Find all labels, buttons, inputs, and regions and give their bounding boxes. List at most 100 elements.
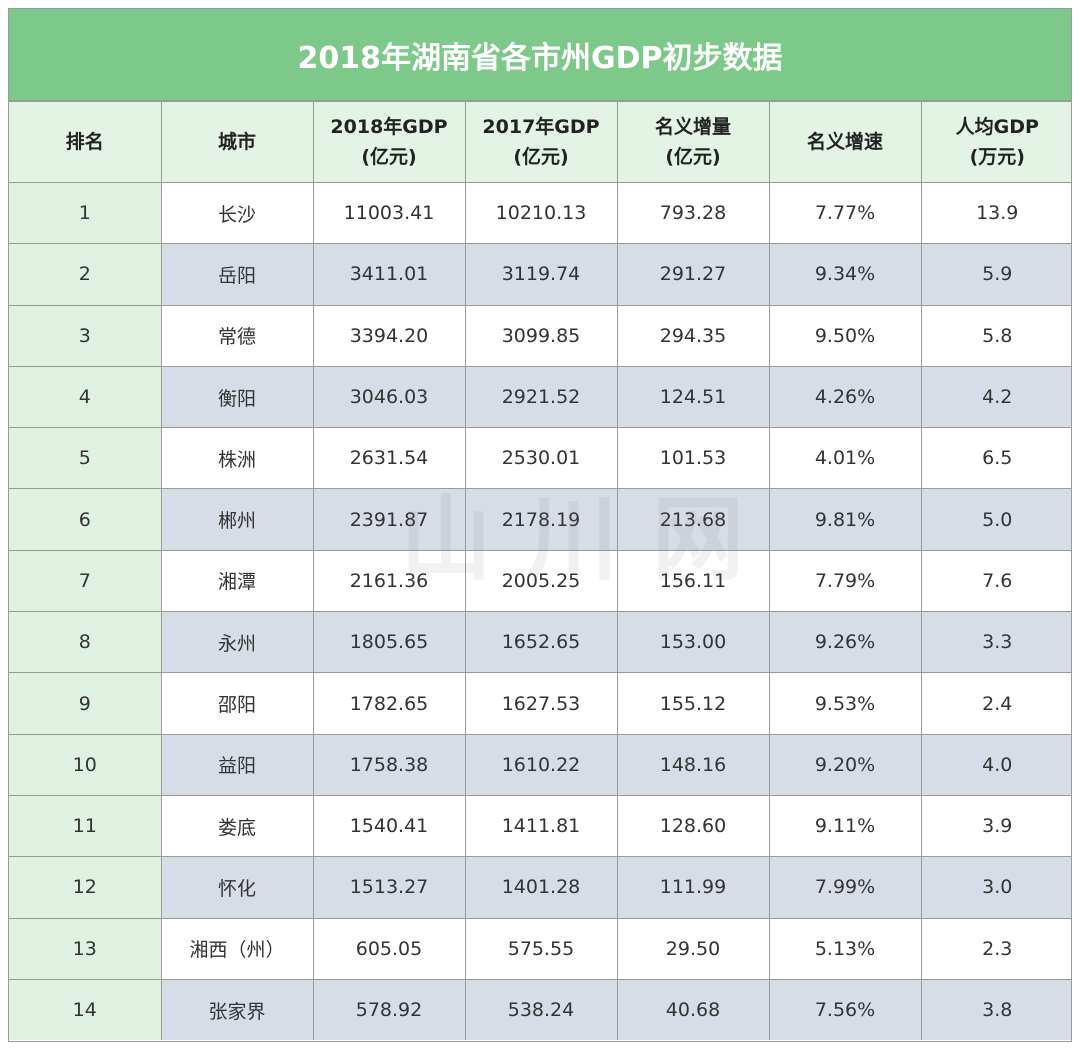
cell-gdp-per-capita: 3.3 bbox=[920, 611, 1071, 674]
cell-gdp-per-capita: 3.9 bbox=[920, 794, 1071, 858]
cell-gdp-per-capita: 5.0 bbox=[920, 488, 1071, 551]
table-row: 9 邵阳 1782.65 1627.53 155.12 9.53% 2.4 bbox=[9, 672, 1071, 735]
cell-city: 益阳 bbox=[160, 733, 314, 796]
cell-nominal-increase: 153.00 bbox=[616, 611, 770, 674]
cell-nominal-growth: 7.77% bbox=[768, 181, 922, 245]
cell-gdp-per-capita: 3.8 bbox=[920, 978, 1071, 1041]
cell-gdp-per-capita: 5.8 bbox=[920, 304, 1071, 367]
table-row: 3 常德 3394.20 3099.85 294.35 9.50% 5.8 bbox=[9, 304, 1071, 367]
cell-nominal-growth: 5.13% bbox=[768, 917, 922, 980]
cell-rank: 1 bbox=[9, 181, 162, 245]
cell-gdp-2017: 1652.65 bbox=[464, 611, 618, 674]
cell-nominal-growth: 9.34% bbox=[768, 243, 922, 306]
cell-nominal-increase: 124.51 bbox=[616, 365, 770, 429]
cell-city: 怀化 bbox=[160, 856, 314, 919]
header-gdp-2017: 2017年GDP (亿元) bbox=[464, 101, 618, 183]
cell-rank: 11 bbox=[9, 794, 162, 858]
header-gdp-2018: 2018年GDP (亿元) bbox=[312, 101, 466, 183]
cell-rank: 8 bbox=[9, 611, 162, 674]
table-row: 12 怀化 1513.27 1401.28 111.99 7.99% 3.0 bbox=[9, 856, 1071, 919]
cell-gdp-2018: 11003.41 bbox=[312, 181, 466, 245]
header-nominal-growth: 名义增速 bbox=[768, 101, 922, 183]
header-line1: 城市 bbox=[217, 131, 256, 153]
cell-nominal-growth: 9.20% bbox=[768, 733, 922, 796]
cell-rank: 10 bbox=[9, 733, 162, 796]
cell-nominal-increase: 29.50 bbox=[616, 917, 770, 980]
cell-nominal-increase: 128.60 bbox=[616, 794, 770, 858]
header-city: 城市 bbox=[160, 101, 314, 183]
cell-gdp-2017: 10210.13 bbox=[464, 181, 618, 245]
cell-gdp-2017: 2530.01 bbox=[464, 427, 618, 490]
cell-gdp-2018: 605.05 bbox=[312, 917, 466, 980]
table-row: 5 株洲 2631.54 2530.01 101.53 4.01% 6.5 bbox=[9, 427, 1071, 490]
cell-city: 湘西（州） bbox=[160, 917, 314, 980]
cell-city: 邵阳 bbox=[160, 672, 314, 735]
header-line2: (亿元) bbox=[665, 146, 721, 168]
header-line1: 2018年GDP bbox=[330, 116, 448, 138]
cell-rank: 14 bbox=[9, 978, 162, 1041]
cell-gdp-2017: 575.55 bbox=[464, 917, 618, 980]
header-line1: 2017年GDP bbox=[482, 116, 600, 138]
cell-gdp-2017: 1610.22 bbox=[464, 733, 618, 796]
cell-nominal-growth: 9.50% bbox=[768, 304, 922, 367]
table-row: 8 永州 1805.65 1652.65 153.00 9.26% 3.3 bbox=[9, 611, 1071, 674]
cell-nominal-increase: 294.35 bbox=[616, 304, 770, 367]
cell-nominal-growth: 7.56% bbox=[768, 978, 922, 1041]
cell-gdp-2017: 1411.81 bbox=[464, 794, 618, 858]
cell-city: 郴州 bbox=[160, 488, 314, 551]
cell-gdp-per-capita: 13.9 bbox=[920, 181, 1071, 245]
cell-gdp-per-capita: 4.0 bbox=[920, 733, 1071, 796]
cell-city: 常德 bbox=[160, 304, 314, 367]
cell-gdp-per-capita: 2.4 bbox=[920, 672, 1071, 735]
cell-city: 湘潭 bbox=[160, 549, 314, 613]
cell-nominal-increase: 155.12 bbox=[616, 672, 770, 735]
cell-gdp-2017: 3119.74 bbox=[464, 243, 618, 306]
cell-nominal-increase: 213.68 bbox=[616, 488, 770, 551]
table-row: 1 长沙 11003.41 10210.13 793.28 7.77% 13.9 bbox=[9, 181, 1071, 245]
cell-rank: 6 bbox=[9, 488, 162, 551]
cell-nominal-increase: 40.68 bbox=[616, 978, 770, 1041]
cell-gdp-2017: 538.24 bbox=[464, 978, 618, 1041]
cell-rank: 4 bbox=[9, 365, 162, 429]
table-row: 6 郴州 2391.87 2178.19 213.68 9.81% 5.0 bbox=[9, 488, 1071, 551]
header-line1: 人均GDP bbox=[955, 116, 1039, 138]
table-row: 11 娄底 1540.41 1411.81 128.60 9.11% 3.9 bbox=[9, 794, 1071, 858]
cell-gdp-2018: 1540.41 bbox=[312, 794, 466, 858]
table-title: 2018年湖南省各市州GDP初步数据 bbox=[9, 9, 1071, 101]
cell-gdp-2017: 3099.85 bbox=[464, 304, 618, 367]
cell-nominal-increase: 101.53 bbox=[616, 427, 770, 490]
cell-rank: 9 bbox=[9, 672, 162, 735]
cell-nominal-increase: 793.28 bbox=[616, 181, 770, 245]
table-row: 13 湘西（州） 605.05 575.55 29.50 5.13% 2.3 bbox=[9, 917, 1071, 980]
cell-gdp-2018: 3411.01 bbox=[312, 243, 466, 306]
cell-gdp-2017: 2005.25 bbox=[464, 549, 618, 613]
cell-gdp-2018: 3046.03 bbox=[312, 365, 466, 429]
header-line1: 名义增速 bbox=[806, 131, 883, 153]
cell-nominal-growth: 9.53% bbox=[768, 672, 922, 735]
cell-gdp-2018: 1805.65 bbox=[312, 611, 466, 674]
cell-nominal-growth: 4.01% bbox=[768, 427, 922, 490]
cell-gdp-2018: 578.92 bbox=[312, 978, 466, 1041]
cell-gdp-per-capita: 5.9 bbox=[920, 243, 1071, 306]
cell-gdp-2017: 1627.53 bbox=[464, 672, 618, 735]
header-gdp-per-capita: 人均GDP (万元) bbox=[920, 101, 1071, 183]
cell-gdp-2018: 1513.27 bbox=[312, 856, 466, 919]
cell-city: 岳阳 bbox=[160, 243, 314, 306]
cell-gdp-2017: 2178.19 bbox=[464, 488, 618, 551]
table-row: 4 衡阳 3046.03 2921.52 124.51 4.26% 4.2 bbox=[9, 365, 1071, 429]
cell-nominal-growth: 9.26% bbox=[768, 611, 922, 674]
cell-city: 衡阳 bbox=[160, 365, 314, 429]
cell-city: 张家界 bbox=[160, 978, 314, 1041]
cell-rank: 3 bbox=[9, 304, 162, 367]
cell-gdp-2018: 2631.54 bbox=[312, 427, 466, 490]
header-line1: 名义增量 bbox=[654, 116, 731, 138]
header-rank: 排名 bbox=[9, 101, 162, 183]
cell-gdp-2018: 1782.65 bbox=[312, 672, 466, 735]
header-row: 排名 城市 2018年GDP (亿元) 2017年GDP (亿元) 名义增量 (亿元) 名义增速… bbox=[9, 101, 1071, 183]
cell-gdp-2018: 3394.20 bbox=[312, 304, 466, 367]
cell-nominal-growth: 9.81% bbox=[768, 488, 922, 551]
cell-gdp-per-capita: 4.2 bbox=[920, 365, 1071, 429]
cell-gdp-2018: 2391.87 bbox=[312, 488, 466, 551]
cell-gdp-per-capita: 7.6 bbox=[920, 549, 1071, 613]
cell-rank: 13 bbox=[9, 917, 162, 980]
